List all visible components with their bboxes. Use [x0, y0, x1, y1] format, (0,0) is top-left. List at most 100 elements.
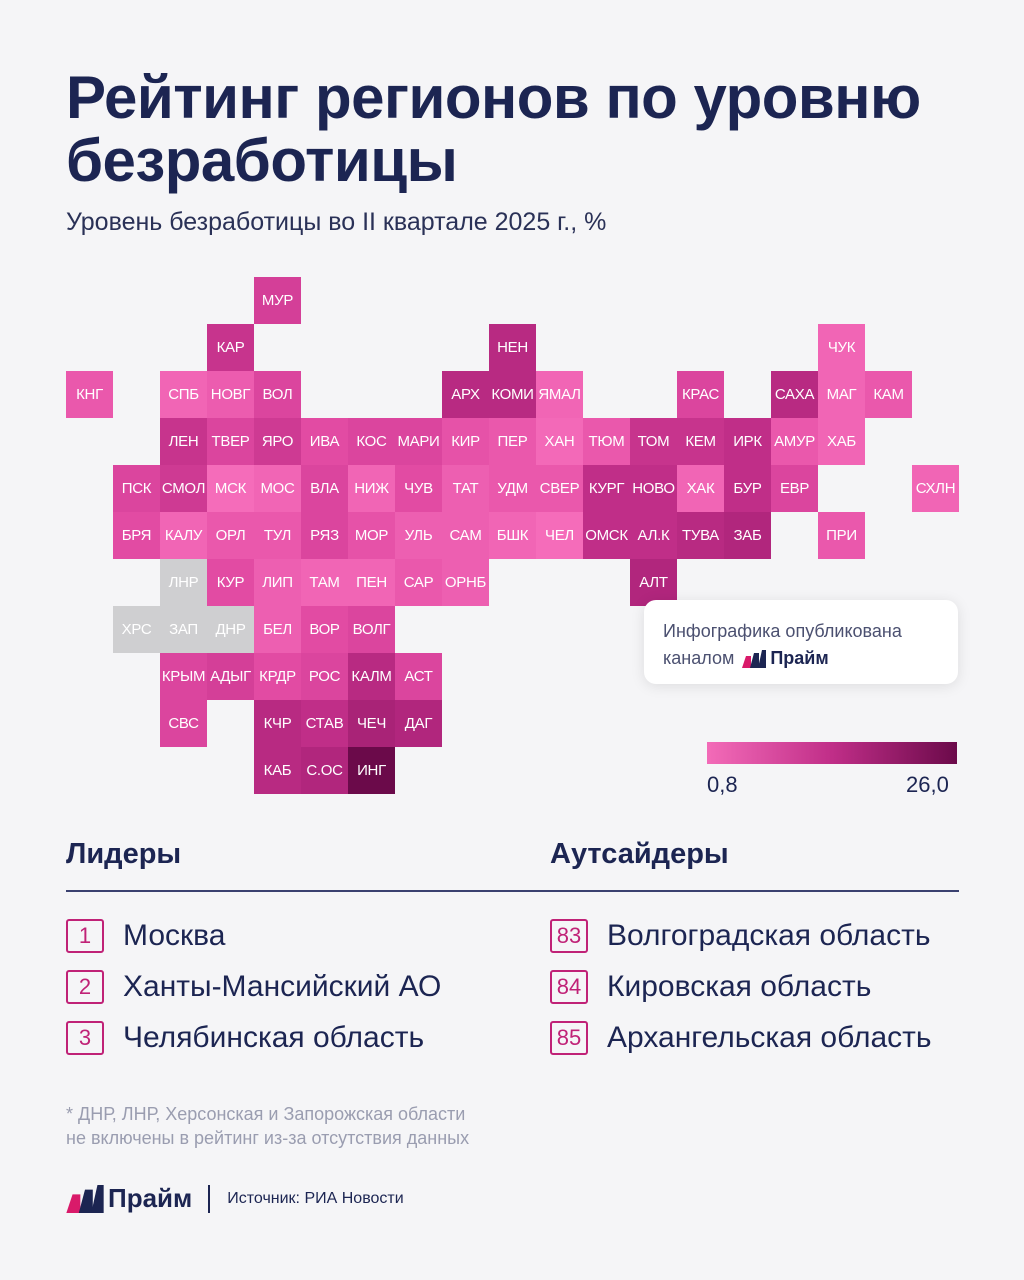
- region-tile: КОС: [348, 418, 395, 465]
- region-tile: РОС: [301, 653, 348, 700]
- region-tile: АМУР: [771, 418, 818, 465]
- region-tile: НЕН: [489, 324, 536, 371]
- region-tile: ДАГ: [395, 700, 442, 747]
- leaders-list: 1 Москва 2 Ханты-Мансийский АО 3 Челябин…: [66, 910, 441, 1063]
- rank-badge: 3: [66, 1020, 104, 1055]
- region-tile: КАЛМ: [348, 653, 395, 700]
- rank-badge: 83: [550, 918, 588, 953]
- region-tile: СВС: [160, 700, 207, 747]
- region-tile: УЛЬ: [395, 512, 442, 559]
- region-tile: МАГ: [818, 371, 865, 418]
- region-tile: КОМИ: [489, 371, 536, 418]
- rank-badge: 84: [550, 969, 588, 1004]
- region-tile: НИЖ: [348, 465, 395, 512]
- legend-gradient-bar: [707, 742, 957, 764]
- region-tile: ХАБ: [818, 418, 865, 465]
- region-tile: КРЫМ: [160, 653, 207, 700]
- section-divider: [66, 890, 959, 892]
- prime-logo-icon: [66, 1184, 104, 1213]
- region-tile: МУР: [254, 277, 301, 324]
- region-tile: КЕМ: [677, 418, 724, 465]
- region-name: Ханты-Мансийский АО: [123, 969, 442, 1003]
- region-tile: ОМСК: [583, 512, 630, 559]
- region-tile: ХАН: [536, 418, 583, 465]
- region-tile: ОРЛ: [207, 512, 254, 559]
- region-tile: ЧЕЧ: [348, 700, 395, 747]
- region-tile: ВЛА: [301, 465, 348, 512]
- region-tile: КРАС: [677, 371, 724, 418]
- region-tile: ВОЛ: [254, 371, 301, 418]
- region-tile: КАБ: [254, 747, 301, 794]
- region-tile: ЛЕН: [160, 418, 207, 465]
- callout-line-1: Инфографика опубликована: [663, 621, 902, 641]
- region-tile: ТОМ: [630, 418, 677, 465]
- region-tile: ЯРО: [254, 418, 301, 465]
- footnote: * ДНР, ЛНР, Херсонская и Запорожская обл…: [66, 1102, 626, 1150]
- callout-brand-name: Прайм: [770, 648, 829, 668]
- region-tile: НОВГ: [207, 371, 254, 418]
- footnote-line-1: * ДНР, ЛНР, Херсонская и Запорожская обл…: [66, 1104, 466, 1124]
- region-tile: СХЛН: [912, 465, 959, 512]
- rank-badge: 1: [66, 918, 104, 953]
- region-name: Архангельская область: [607, 1020, 932, 1054]
- region-name: Москва: [123, 918, 226, 952]
- region-tile: ТАТ: [442, 465, 489, 512]
- region-tile: КИР: [442, 418, 489, 465]
- region-tile: АЛТ: [630, 559, 677, 606]
- page-title: Рейтинг регионов по уровню безработицы: [66, 64, 921, 194]
- region-tile: ХАК: [677, 465, 724, 512]
- region-tile: ЧЕЛ: [536, 512, 583, 559]
- region-tile: СТАВ: [301, 700, 348, 747]
- footer-separator: [208, 1184, 211, 1213]
- region-tile: ЧУК: [818, 324, 865, 371]
- legend-max-label: 26,0: [906, 772, 949, 797]
- region-tile: АРХ: [442, 371, 489, 418]
- region-tile: ЧУВ: [395, 465, 442, 512]
- region-tile: МОР: [348, 512, 395, 559]
- callout-brand-logo: Прайм: [742, 645, 829, 672]
- region-tile: КАМ: [865, 371, 912, 418]
- region-tile: СПБ: [160, 371, 207, 418]
- region-tile: БЕЛ: [254, 606, 301, 653]
- region-name: Волгоградская область: [607, 918, 931, 952]
- region-tile: КУР: [207, 559, 254, 606]
- region-tile: ПСК: [113, 465, 160, 512]
- region-name: Кировская область: [607, 969, 872, 1003]
- region-tile: САМ: [442, 512, 489, 559]
- region-tile: УДМ: [489, 465, 536, 512]
- region-tile: БШК: [489, 512, 536, 559]
- region-tile: ЯМАЛ: [536, 371, 583, 418]
- region-tile: ТУЛ: [254, 512, 301, 559]
- region-tile: ВОЛГ: [348, 606, 395, 653]
- footer: Прайм Источник: РИА Новости: [66, 1183, 404, 1214]
- region-tile: МОС: [254, 465, 301, 512]
- callout-line-2: каналом: [663, 648, 735, 668]
- region-tile: ТВЕР: [207, 418, 254, 465]
- region-tile: КЧР: [254, 700, 301, 747]
- region-name: Челябинская область: [123, 1020, 425, 1054]
- outsiders-title: Аутсайдеры: [550, 838, 729, 870]
- region-tile: МСК: [207, 465, 254, 512]
- region-tile: СВЕР: [536, 465, 583, 512]
- region-tile: ТЮМ: [583, 418, 630, 465]
- region-tile: САР: [395, 559, 442, 606]
- region-tile: КУРГ: [583, 465, 630, 512]
- region-tile: МАРИ: [395, 418, 442, 465]
- region-tile: ИВА: [301, 418, 348, 465]
- region-tile: СМОЛ: [160, 465, 207, 512]
- region-tile: ТАМ: [301, 559, 348, 606]
- region-tile: ЛНР: [160, 559, 207, 606]
- legend-min-label: 0,8: [707, 772, 738, 797]
- region-tile: ЗАБ: [724, 512, 771, 559]
- leader-item: 1 Москва: [66, 910, 441, 961]
- region-tile: ХРС: [113, 606, 160, 653]
- region-tile: САХА: [771, 371, 818, 418]
- outsider-item: 83 Волгоградская область: [550, 910, 932, 961]
- region-tile: КРДР: [254, 653, 301, 700]
- footnote-line-2: не включены в рейтинг из-за отсутствия д…: [66, 1128, 470, 1148]
- region-tile: ИНГ: [348, 747, 395, 794]
- region-tile: НОВО: [630, 465, 677, 512]
- region-tile: КНГ: [66, 371, 113, 418]
- region-tile: ЕВР: [771, 465, 818, 512]
- region-tile: РЯЗ: [301, 512, 348, 559]
